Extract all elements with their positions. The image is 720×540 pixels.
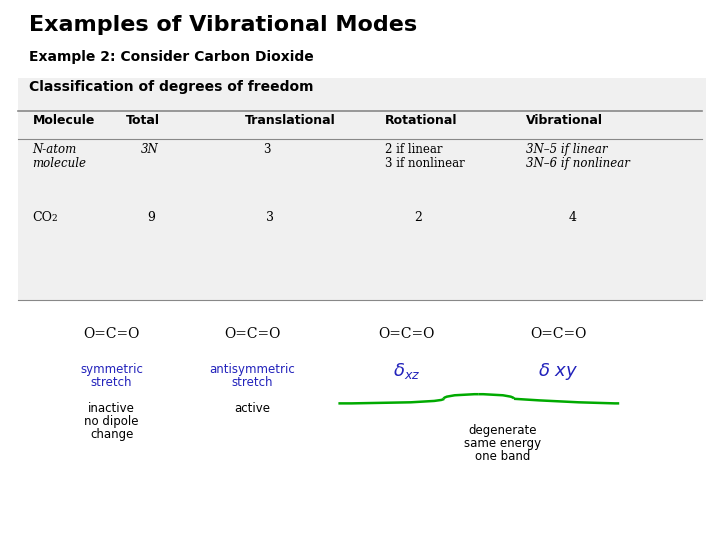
Text: antisymmetric: antisymmetric xyxy=(209,363,295,376)
Text: O=C=O: O=C=O xyxy=(379,327,435,341)
Text: Molecule: Molecule xyxy=(32,114,95,127)
Text: Classification of degrees of freedom: Classification of degrees of freedom xyxy=(29,80,313,94)
Text: 3N–6 if nonlinear: 3N–6 if nonlinear xyxy=(526,157,629,170)
Text: molecule: molecule xyxy=(32,157,86,170)
Text: Rotational: Rotational xyxy=(385,114,458,127)
Text: Total: Total xyxy=(126,114,160,127)
Text: 9: 9 xyxy=(148,211,156,224)
Text: $\mathit{\delta}\ xy$: $\mathit{\delta}\ xy$ xyxy=(538,361,578,382)
Text: one band: one band xyxy=(474,450,530,463)
Text: 3 if nonlinear: 3 if nonlinear xyxy=(385,157,465,170)
Text: Examples of Vibrational Modes: Examples of Vibrational Modes xyxy=(29,15,417,35)
Text: 3N–5 if linear: 3N–5 if linear xyxy=(526,143,607,156)
Text: change: change xyxy=(90,428,133,441)
Text: no dipole: no dipole xyxy=(84,415,139,428)
Text: $\mathit{\delta}_{xz}$: $\mathit{\delta}_{xz}$ xyxy=(393,361,420,381)
Text: 2: 2 xyxy=(51,214,57,222)
Text: N-atom: N-atom xyxy=(32,143,76,156)
Text: 2: 2 xyxy=(414,211,422,224)
Text: stretch: stretch xyxy=(91,376,132,389)
Text: 3: 3 xyxy=(263,143,270,156)
Text: O=C=O: O=C=O xyxy=(530,327,586,341)
Text: Translational: Translational xyxy=(245,114,336,127)
Text: 3: 3 xyxy=(266,211,274,224)
Text: active: active xyxy=(234,402,270,415)
FancyBboxPatch shape xyxy=(18,78,706,300)
Text: Example 2: Consider Carbon Dioxide: Example 2: Consider Carbon Dioxide xyxy=(29,50,313,64)
Text: O=C=O: O=C=O xyxy=(84,327,140,341)
Text: stretch: stretch xyxy=(231,376,273,389)
Text: 2 if linear: 2 if linear xyxy=(385,143,443,156)
Text: same energy: same energy xyxy=(464,437,541,450)
Text: Vibrational: Vibrational xyxy=(526,114,603,127)
Text: inactive: inactive xyxy=(88,402,135,415)
Text: degenerate: degenerate xyxy=(468,424,536,437)
Text: O=C=O: O=C=O xyxy=(224,327,280,341)
Text: CO: CO xyxy=(32,211,53,224)
Text: 3N: 3N xyxy=(140,143,158,156)
Text: 4: 4 xyxy=(569,211,577,224)
Text: symmetric: symmetric xyxy=(80,363,143,376)
